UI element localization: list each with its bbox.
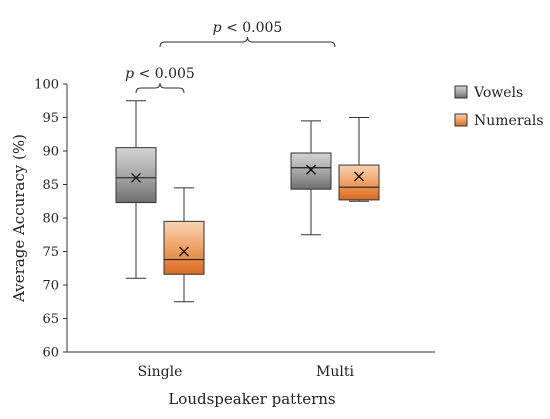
- y-tick-label: 80: [42, 212, 59, 227]
- box-vowels-multi: [290, 120, 332, 236]
- y-tick-label: 75: [42, 245, 59, 260]
- iqr-box: [163, 220, 205, 275]
- box-numerals-single: [163, 187, 205, 303]
- legend-label-numerals: Numerals: [474, 113, 544, 129]
- legend-label-vowels: Vowels: [473, 85, 523, 101]
- x-category-labels: Single Multi: [138, 364, 355, 380]
- iqr-box: [290, 152, 332, 190]
- boxes: [115, 100, 380, 303]
- iqr-box: [115, 147, 157, 204]
- iqr-box: [338, 164, 380, 201]
- y-ticks: 60 65 70 75 80 85 90 95 100: [34, 78, 67, 361]
- legend: Vowels Numerals: [454, 85, 544, 129]
- y-tick-label: 65: [42, 312, 59, 327]
- y-axis-title: Average Accuracy (%): [10, 134, 28, 303]
- brace-line: [159, 36, 336, 48]
- mean-marker: [179, 246, 189, 257]
- y-tick-label: 90: [42, 145, 59, 160]
- significance-label: p < 0.005: [213, 20, 283, 36]
- significance-label: p < 0.005: [125, 66, 195, 82]
- x-axis-title: Loudspeaker patterns: [168, 390, 335, 408]
- y-tick-label: 100: [34, 78, 59, 93]
- y-tick-label: 70: [42, 279, 59, 294]
- mean-marker: [354, 171, 364, 182]
- x-category-label-single: Single: [138, 364, 183, 380]
- y-tick-label: 85: [42, 178, 59, 193]
- brace-line: [135, 82, 185, 94]
- significance-bracket-single-vs-multi: p < 0.005: [159, 20, 336, 48]
- significance-bracket-single: p < 0.005: [125, 66, 195, 94]
- x-category-label-multi: Multi: [316, 364, 354, 380]
- y-tick-label: 60: [42, 346, 59, 361]
- box-numerals-multi: [338, 117, 380, 202]
- box-vowels-single: [115, 100, 157, 279]
- mean-marker: [131, 172, 141, 183]
- mean-marker: [306, 164, 316, 175]
- legend-swatch-numerals: [454, 113, 468, 127]
- y-tick-label: 95: [42, 111, 59, 126]
- significance-brackets: p < 0.005 p < 0.005: [125, 20, 336, 94]
- legend-swatch-vowels: [454, 85, 468, 99]
